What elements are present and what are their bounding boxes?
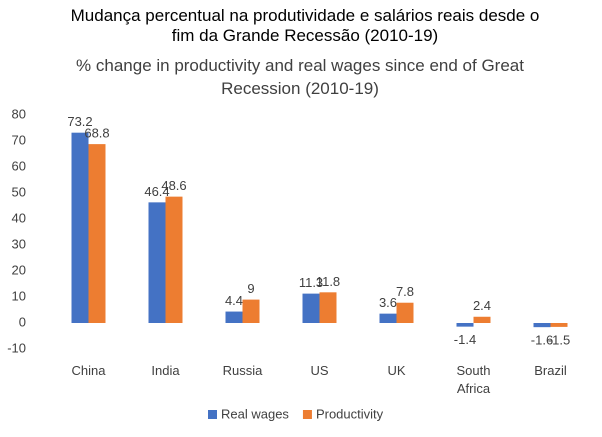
x-tick-label: India	[151, 363, 180, 378]
value-label: 73.2	[67, 114, 92, 129]
bar	[550, 323, 568, 327]
chart-title: % change in productivity and real wages …	[76, 56, 524, 98]
legend-label: Real wages	[221, 406, 289, 421]
y-tick-label: 20	[12, 262, 26, 277]
value-label: 9	[247, 281, 254, 296]
value-label: -1.4	[454, 332, 476, 347]
x-tick-label: China	[71, 363, 106, 378]
value-label: -1.6	[531, 333, 553, 348]
y-tick-label: 30	[12, 236, 26, 251]
bar	[379, 313, 397, 323]
bar	[396, 302, 414, 323]
x-tick-label: UK	[387, 363, 406, 378]
y-tick-label: 70	[12, 132, 26, 147]
bar	[456, 323, 474, 327]
y-tick-label: 80	[12, 106, 26, 121]
y-tick-label: 10	[12, 288, 26, 303]
value-label: 11.3	[299, 275, 323, 290]
value-label: 7.8	[396, 284, 414, 299]
y-tick-label: 50	[12, 184, 26, 199]
legend-swatch	[208, 410, 217, 419]
y-tick-label: 0	[19, 314, 26, 329]
y-tick-label: -10	[7, 340, 26, 355]
bar	[148, 202, 166, 323]
value-label: 48.6	[161, 178, 186, 193]
value-label: 68.8	[84, 126, 109, 141]
bar	[165, 196, 183, 323]
y-tick-label: 60	[12, 158, 26, 173]
legend-swatch	[302, 410, 312, 419]
y-tick-label: 40	[12, 210, 26, 225]
x-tick-label: US	[310, 363, 329, 378]
header: Mudança percentual na produtividade e sa…	[70, 6, 540, 45]
value-label: 11.8	[316, 274, 340, 289]
x-tick-label: Brazil	[534, 363, 567, 378]
x-tick-label: South Africa	[456, 363, 491, 396]
legend-label: Productivity	[316, 406, 384, 421]
x-tick-label: Russia	[222, 363, 263, 378]
bar	[533, 323, 551, 328]
bar	[71, 132, 89, 323]
bar	[319, 292, 337, 323]
bar	[302, 293, 320, 323]
value-label: 4.4	[225, 293, 243, 308]
bar	[225, 311, 243, 323]
value-label: -1.5	[548, 332, 570, 347]
bar	[473, 316, 491, 323]
bar	[242, 299, 260, 323]
value-label: 2.4	[473, 298, 491, 313]
value-label: 3.6	[379, 295, 397, 310]
value-label: 46.4	[144, 184, 169, 199]
bar	[88, 144, 106, 323]
